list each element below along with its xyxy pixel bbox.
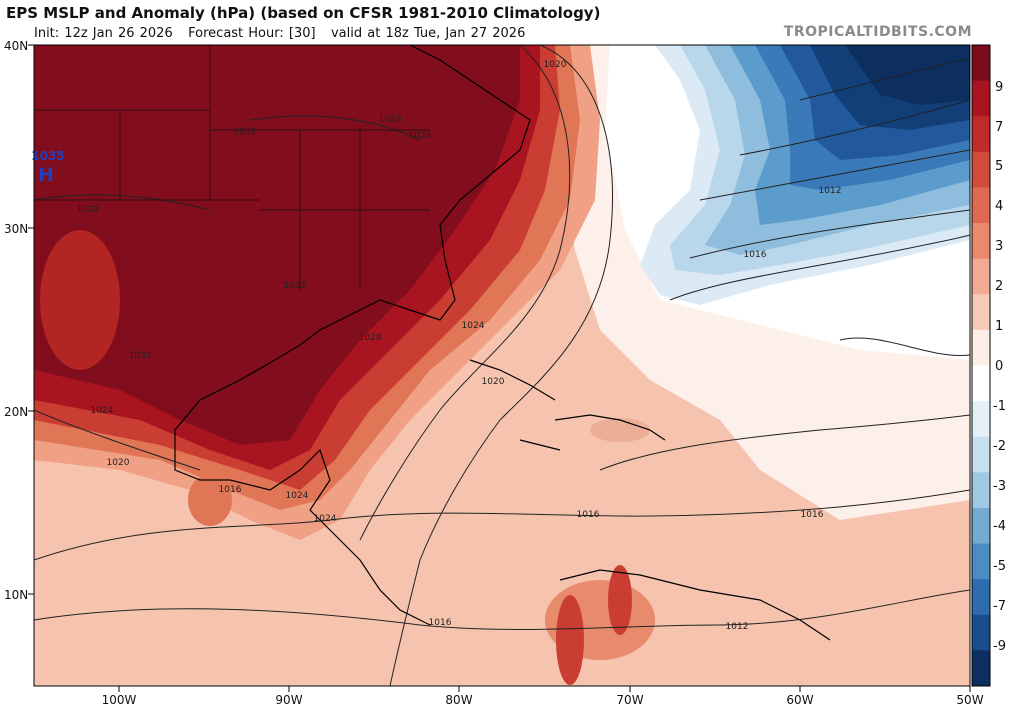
- colorbar-swatch: [972, 45, 990, 82]
- isobar-label: 1024: [409, 131, 432, 141]
- lon-label: 100W: [102, 693, 137, 706]
- isobar-label: 1028: [359, 333, 382, 343]
- isobar-label: 1032: [284, 281, 307, 291]
- colorbar-labels: 9 7 5 4 3 2 1 0 -1 -2 -3 -4 -5 -7 -9: [993, 80, 1006, 654]
- isobar-label: 1024: [314, 514, 337, 524]
- colorbar-label: -3: [993, 479, 1006, 494]
- colorbar-swatch: [972, 365, 990, 402]
- colorbar-label: -9: [993, 639, 1006, 654]
- lon-label: 80W: [445, 693, 472, 706]
- colorbar-label: -2: [993, 439, 1006, 454]
- isobar-label: 1016: [744, 250, 767, 260]
- isobar-lines: [34, 45, 970, 686]
- colorbar: [971, 44, 991, 687]
- colorbar-swatch: [972, 151, 990, 188]
- isobar-label: 1032: [129, 351, 152, 361]
- colorbar-label: 5: [995, 159, 1003, 174]
- isobar-label: 1016: [219, 485, 242, 495]
- high-pressure-center: 1035 H: [31, 149, 64, 186]
- valid-time: valid at 18z Tue, Jan 27 2026: [330, 26, 526, 41]
- lon-label: 70W: [616, 693, 643, 706]
- colorbar-label: -1: [993, 399, 1006, 414]
- colorbar-label: 0: [995, 359, 1003, 374]
- colorbar-swatch: [972, 294, 990, 331]
- isobar-label: 1020: [544, 60, 567, 70]
- lon-label: 60W: [786, 693, 813, 706]
- isobar-label: 1012: [819, 186, 842, 196]
- colorbar-swatch: [972, 507, 990, 545]
- high-pressure-symbol: H: [38, 164, 54, 186]
- site-credit: TROPICALTIDBITS.COM: [783, 24, 972, 40]
- isobar-label: 1024: [462, 321, 485, 331]
- colorbar-swatch: [972, 258, 990, 295]
- colorbar-label: 7: [995, 120, 1003, 135]
- lon-label: 90W: [275, 693, 302, 706]
- colorbar-swatch: [972, 543, 990, 580]
- lat-label: 40N: [4, 39, 28, 53]
- colorbar-swatch: [972, 579, 990, 616]
- lat-label: 30N: [4, 222, 28, 236]
- forecast-hour: Forecast Hour: [30]: [188, 26, 316, 41]
- longitude-axis: 100W 90W 80W 70W 60W 50W: [102, 686, 984, 706]
- lat-label: 10N: [4, 588, 28, 602]
- colorbar-label: -7: [993, 599, 1006, 614]
- isobar-label: 1024: [286, 491, 309, 501]
- colorbar-swatch: [972, 329, 990, 366]
- colorbar-swatch: [972, 187, 990, 224]
- init-time: Init: 12z Jan 26 2026: [34, 26, 173, 41]
- colorbar-label: -4: [993, 519, 1006, 534]
- colorbar-label: 9: [995, 80, 1003, 95]
- colorbar-label: 2: [995, 279, 1003, 294]
- coastlines: [174, 45, 831, 641]
- colorbar-swatch: [972, 472, 990, 509]
- colorbar-label: -5: [993, 559, 1006, 574]
- isobar-label: 1016: [801, 510, 824, 520]
- isobar-label: 1020: [482, 377, 505, 387]
- colorbar-swatch: [972, 223, 990, 260]
- chart-title: EPS MSLP and Anomaly (hPa) (based on CFS…: [6, 4, 601, 22]
- lon-label: 50W: [956, 693, 983, 706]
- state-borders: [34, 45, 430, 290]
- colorbar-swatch: [972, 401, 990, 438]
- map-frame: [33, 44, 971, 687]
- colorbar-frame: [971, 44, 991, 687]
- isobar-labels: 1020 1012 1016 1028 1024 1032 1032 1028 …: [77, 60, 842, 632]
- latitude-axis: 40N 30N 20N 10N: [4, 39, 34, 602]
- isobar-label: 1020: [107, 458, 130, 468]
- colorbar-swatch: [972, 614, 990, 651]
- colorbar-swatch: [972, 80, 990, 117]
- isobar-label: 1024: [91, 406, 114, 416]
- colorbar-label: 3: [995, 239, 1003, 254]
- high-pressure-value: 1035: [31, 149, 64, 163]
- colorbar-swatch: [972, 650, 990, 687]
- lat-label: 20N: [4, 405, 28, 419]
- colorbar-swatch: [972, 116, 990, 153]
- chart-subtitle: Init: 12z Jan 26 2026 Forecast Hour: [30…: [34, 26, 525, 41]
- colorbar-swatch: [972, 436, 990, 473]
- isobar-label: 1032: [234, 127, 257, 137]
- isobar-label: 1032: [77, 205, 100, 215]
- anomaly-field: [34, 45, 970, 686]
- isobar-label: 1016: [429, 618, 452, 628]
- isobar-label: 1028: [379, 115, 402, 125]
- colorbar-label: 1: [995, 319, 1003, 334]
- isobar-label: 1016: [577, 510, 600, 520]
- colorbar-label: 4: [995, 199, 1003, 214]
- isobar-label: 1012: [726, 622, 749, 632]
